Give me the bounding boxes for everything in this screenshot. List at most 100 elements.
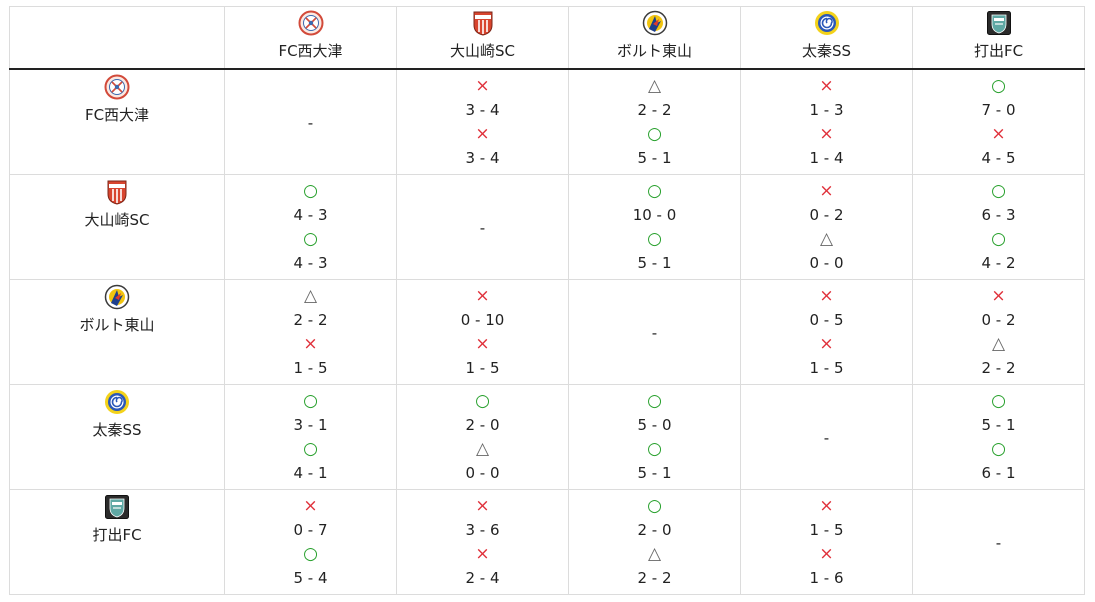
result-cell: ○ 5 - 1 ○ 6 - 1 bbox=[912, 384, 1085, 490]
column-header-team: 打出FC bbox=[912, 6, 1085, 70]
match-score: 5 - 1 bbox=[981, 416, 1016, 434]
win-mark: ○ bbox=[647, 439, 662, 459]
loss-mark: × bbox=[991, 124, 1006, 144]
draw-mark: △ bbox=[819, 229, 834, 249]
column-header-team: 太秦SS bbox=[740, 6, 913, 70]
team-name: 太秦SS bbox=[801, 42, 852, 60]
table-row: 大山崎SC ○ 4 - 3 ○ 4 - 3 - ○ 10 - 0 ○ 5 - 1 × 0 - 2 △ 0 … bbox=[9, 174, 1085, 280]
match-score: 4 - 1 bbox=[293, 464, 328, 482]
win-mark: ○ bbox=[303, 181, 318, 201]
match-score: 4 - 3 bbox=[293, 206, 328, 224]
self-match-cell: - bbox=[396, 174, 569, 280]
loss-mark: × bbox=[991, 286, 1006, 306]
match-score: 3 - 4 bbox=[465, 101, 500, 119]
header-row: FC西大津 大山崎SC ボルト東山 太秦SS 打出FC bbox=[9, 6, 1085, 70]
team-name: ボルト東山 bbox=[79, 316, 155, 334]
win-mark: ○ bbox=[303, 391, 318, 411]
match-score: 0 - 7 bbox=[293, 521, 328, 539]
draw-mark: △ bbox=[303, 286, 318, 306]
self-match-cell: - bbox=[568, 279, 741, 385]
team-name: 太秦SS bbox=[92, 421, 142, 439]
match-score: 5 - 1 bbox=[637, 254, 672, 272]
self-match-dash: - bbox=[479, 218, 486, 237]
table-row: ボルト東山 △ 2 - 2 × 1 - 5 × 0 - 10 × 1 - 5 - × 0 - 5 × 1 … bbox=[9, 279, 1085, 385]
loss-mark: × bbox=[475, 334, 490, 354]
result-cell: × 0 - 5 × 1 - 5 bbox=[740, 279, 913, 385]
result-cell: ○ 6 - 3 ○ 4 - 2 bbox=[912, 174, 1085, 280]
result-cell: × 3 - 4 × 3 - 4 bbox=[396, 68, 569, 175]
loss-mark: × bbox=[475, 76, 490, 96]
uchide-fc-logo-icon bbox=[104, 494, 130, 520]
match-score: 2 - 2 bbox=[293, 311, 328, 329]
loss-mark: × bbox=[475, 496, 490, 516]
team-name: 大山崎SC bbox=[450, 42, 515, 60]
loss-mark: × bbox=[475, 286, 490, 306]
row-header-team: 打出FC bbox=[9, 489, 225, 595]
team-name: FC西大津 bbox=[278, 42, 343, 60]
win-mark: ○ bbox=[991, 181, 1006, 201]
loss-mark: × bbox=[819, 181, 834, 201]
win-mark: ○ bbox=[991, 229, 1006, 249]
loss-mark: × bbox=[819, 334, 834, 354]
team-name: 大山崎SC bbox=[84, 211, 150, 229]
self-match-dash: - bbox=[651, 323, 658, 342]
match-score: 6 - 1 bbox=[981, 464, 1016, 482]
draw-mark: △ bbox=[991, 334, 1006, 354]
uchide-fc-logo-icon bbox=[986, 10, 1012, 36]
league-results-table: FC西大津 大山崎SC ボルト東山 太秦SS 打出FC FC西大津 - × 3 - 4 × 3 -… bbox=[9, 6, 1085, 595]
draw-mark: △ bbox=[647, 76, 662, 96]
table-row: FC西大津 - × 3 - 4 × 3 - 4 △ 2 - 2 ○ 5 - 1 × 1 - 3 × 1 -… bbox=[9, 68, 1085, 175]
row-header-team: FC西大津 bbox=[9, 68, 225, 175]
table-row: 太秦SS ○ 3 - 1 ○ 4 - 1 ○ 2 - 0 △ 0 - 0 ○ 5 - 0 ○ 5 - 1… bbox=[9, 384, 1085, 490]
oyamazaki-sc-logo-icon bbox=[470, 10, 496, 36]
self-match-dash: - bbox=[995, 533, 1002, 552]
result-cell: × 0 - 10 × 1 - 5 bbox=[396, 279, 569, 385]
match-score: 10 - 0 bbox=[632, 206, 677, 224]
result-cell: ○ 10 - 0 ○ 5 - 1 bbox=[568, 174, 741, 280]
match-score: 0 - 5 bbox=[809, 311, 844, 329]
win-mark: ○ bbox=[991, 76, 1006, 96]
win-mark: ○ bbox=[303, 229, 318, 249]
row-header-team: 大山崎SC bbox=[9, 174, 225, 280]
match-score: 2 - 2 bbox=[981, 359, 1016, 377]
result-cell: ○ 2 - 0 △ 0 - 0 bbox=[396, 384, 569, 490]
win-mark: ○ bbox=[303, 439, 318, 459]
row-header-team: ボルト東山 bbox=[9, 279, 225, 385]
match-score: 4 - 3 bbox=[293, 254, 328, 272]
column-header-team: ボルト東山 bbox=[568, 6, 741, 70]
match-score: 5 - 4 bbox=[293, 569, 328, 587]
match-score: 3 - 1 bbox=[293, 416, 328, 434]
match-score: 0 - 10 bbox=[460, 311, 505, 329]
match-score: 1 - 6 bbox=[809, 569, 844, 587]
match-score: 1 - 5 bbox=[465, 359, 500, 377]
match-score: 0 - 0 bbox=[809, 254, 844, 272]
result-cell: ○ 2 - 0 △ 2 - 2 bbox=[568, 489, 741, 595]
match-score: 2 - 0 bbox=[637, 521, 672, 539]
match-score: 4 - 5 bbox=[981, 149, 1016, 167]
win-mark: ○ bbox=[303, 544, 318, 564]
loss-mark: × bbox=[819, 286, 834, 306]
loss-mark: × bbox=[303, 334, 318, 354]
table-row: 打出FC × 0 - 7 ○ 5 - 4 × 3 - 6 × 2 - 4 ○ 2 - 0 △ 2 - 2… bbox=[9, 489, 1085, 595]
loss-mark: × bbox=[475, 544, 490, 564]
loss-mark: × bbox=[303, 496, 318, 516]
self-match-cell: - bbox=[224, 68, 397, 175]
match-score: 5 - 0 bbox=[637, 416, 672, 434]
uzumasa-ss-logo-icon bbox=[814, 10, 840, 36]
match-score: 6 - 3 bbox=[981, 206, 1016, 224]
uzumasa-ss-logo-icon bbox=[104, 389, 130, 415]
self-match-cell: - bbox=[912, 489, 1085, 595]
column-header-team: FC西大津 bbox=[224, 6, 397, 70]
column-header-team: 大山崎SC bbox=[396, 6, 569, 70]
draw-mark: △ bbox=[647, 544, 662, 564]
win-mark: ○ bbox=[475, 391, 490, 411]
result-cell: × 1 - 5 × 1 - 6 bbox=[740, 489, 913, 595]
result-cell: ○ 7 - 0 × 4 - 5 bbox=[912, 68, 1085, 175]
bolt-higashiyama-logo-icon bbox=[104, 284, 130, 310]
loss-mark: × bbox=[819, 496, 834, 516]
result-cell: ○ 5 - 0 ○ 5 - 1 bbox=[568, 384, 741, 490]
result-cell: × 1 - 3 × 1 - 4 bbox=[740, 68, 913, 175]
loss-mark: × bbox=[475, 124, 490, 144]
match-score: 5 - 1 bbox=[637, 464, 672, 482]
